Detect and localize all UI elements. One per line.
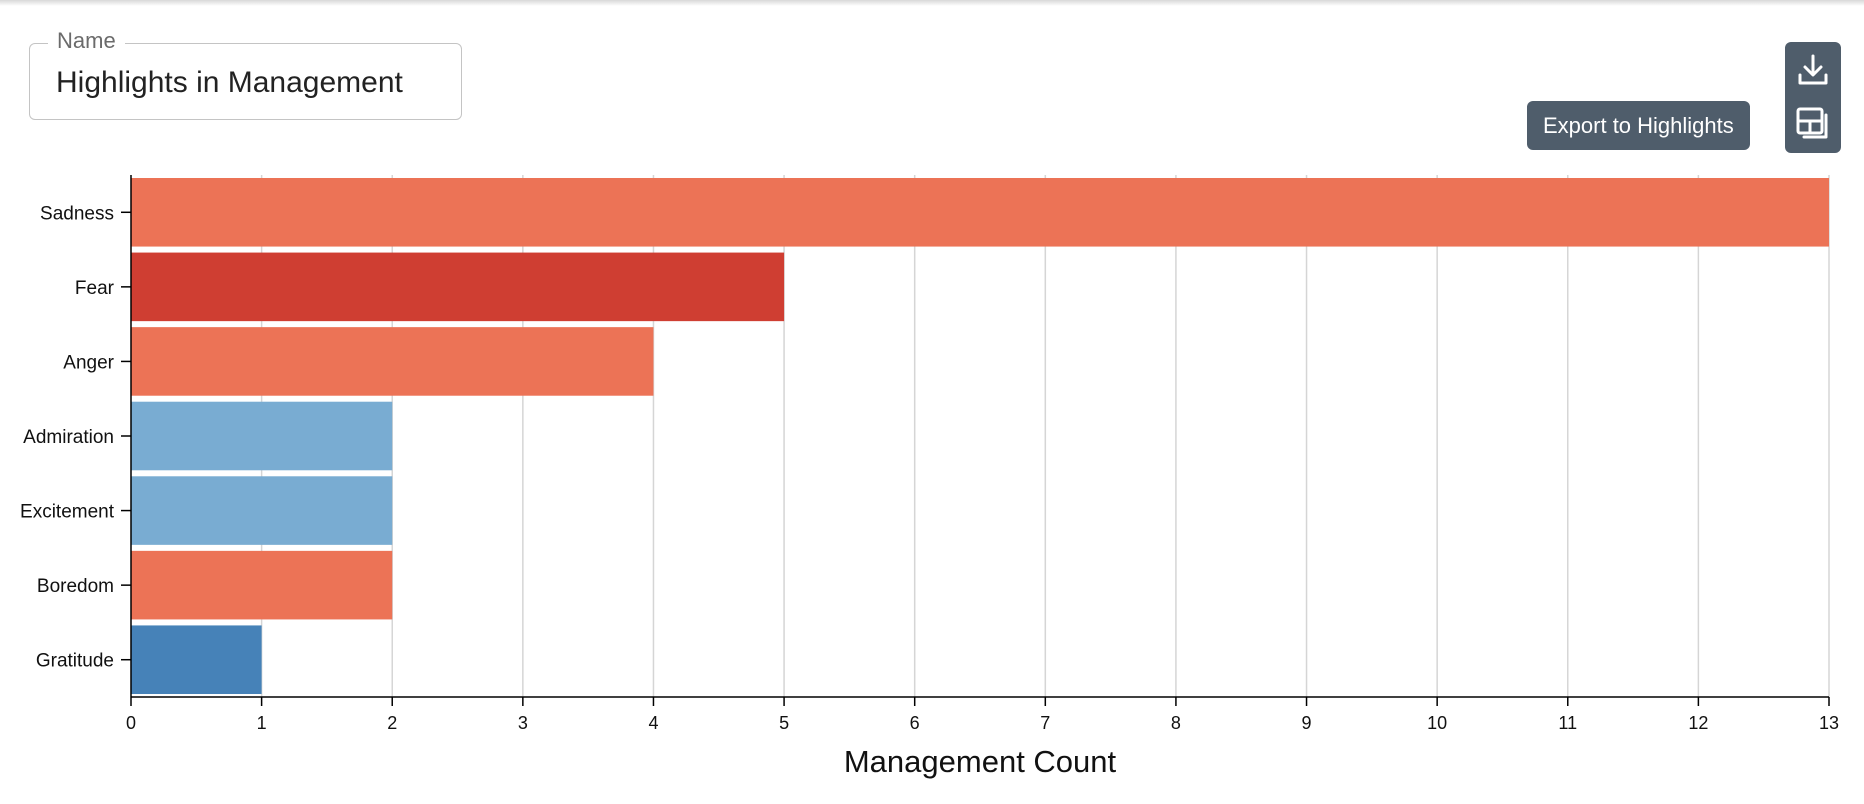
bar-fear: [131, 252, 785, 322]
bar-excitement: [131, 476, 393, 545]
download-icon: [1798, 54, 1828, 85]
export-tooltip: Export to Highlights: [1527, 101, 1750, 150]
chart-toolbar: [1785, 42, 1841, 153]
x-tick-label: 10: [1427, 713, 1447, 733]
export-layout-icon: [1796, 107, 1828, 139]
y-tick-label: Fear: [75, 278, 115, 299]
bar-anger: [131, 327, 654, 396]
y-tick-label: Admiration: [23, 427, 114, 448]
bar-boredom: [131, 550, 393, 620]
x-tick-label: 5: [779, 713, 789, 733]
top-shadow: [0, 0, 1864, 6]
bar-gratitude: [131, 625, 262, 694]
x-tick-label: 12: [1688, 713, 1708, 733]
x-tick-label: 9: [1302, 713, 1312, 733]
x-tick-label: 2: [387, 713, 397, 733]
x-tick-label: 6: [910, 713, 920, 733]
y-tick-label: Excitement: [20, 502, 115, 523]
download-button[interactable]: [1785, 44, 1841, 96]
name-field[interactable]: Name Highlights in Management: [29, 28, 462, 120]
x-tick-label: 0: [126, 713, 136, 733]
y-tick-label: Anger: [63, 352, 114, 373]
y-tick-label: Boredom: [37, 576, 114, 597]
name-field-value[interactable]: Highlights in Management: [56, 66, 403, 99]
bar-sadness: [131, 178, 1829, 247]
x-tick-label: 7: [1040, 713, 1050, 733]
export-to-highlights-button[interactable]: [1785, 98, 1841, 150]
name-field-legend: Name: [48, 28, 125, 54]
bar-admiration: [131, 401, 393, 471]
x-tick-label: 1: [257, 713, 267, 733]
x-tick-label: 8: [1171, 713, 1181, 733]
x-tick-label: 4: [648, 713, 658, 733]
x-axis-label: Management Count: [844, 744, 1117, 779]
y-tick-label: Gratitude: [36, 651, 114, 672]
x-tick-label: 13: [1819, 713, 1839, 733]
y-tick-label: Sadness: [40, 203, 114, 224]
x-tick-label: 3: [518, 713, 528, 733]
x-tick-label: 11: [1558, 713, 1577, 733]
